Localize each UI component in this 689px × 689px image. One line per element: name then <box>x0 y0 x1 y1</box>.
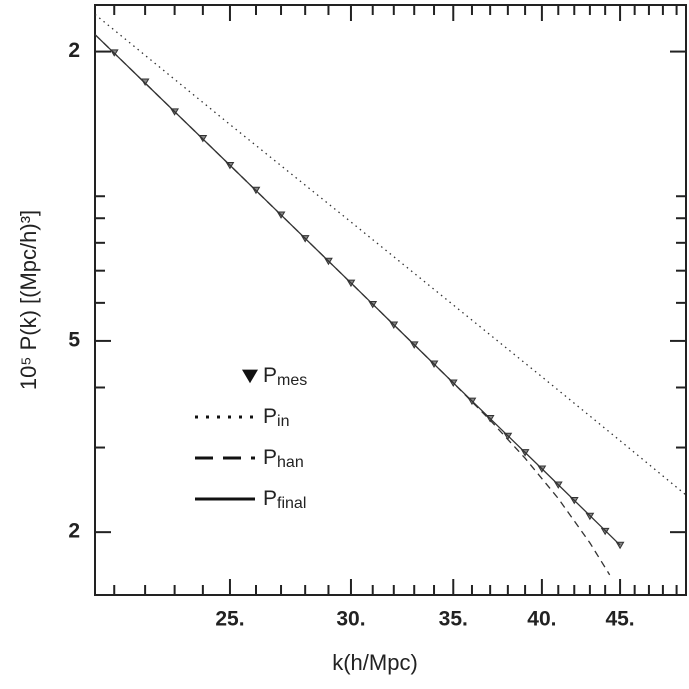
series-line <box>94 34 611 576</box>
legend-sub: mes <box>277 372 307 389</box>
y-tick-label: 2 <box>68 520 80 543</box>
plot-frame <box>94 4 687 596</box>
x-tick-label: 35. <box>439 608 468 631</box>
series-line <box>94 13 687 496</box>
y-tick-label: 2 <box>68 39 80 62</box>
legend-main: P <box>263 405 277 428</box>
legend-label: Pin <box>263 405 289 431</box>
legend-label: Pmes <box>263 364 307 390</box>
legend-main: P <box>263 364 277 387</box>
legend-sub: han <box>277 454 304 471</box>
legend-marker <box>242 369 258 384</box>
x-tick-label: 25. <box>215 608 244 631</box>
x-axis-label: k(h/Mpc) <box>332 650 418 675</box>
legend-main: P <box>263 487 277 510</box>
legend-label: Phan <box>263 446 304 472</box>
series-line <box>94 34 621 546</box>
legend-main: P <box>263 446 277 469</box>
x-tick-label: 30. <box>336 608 365 631</box>
legend-label: Pfinal <box>263 487 306 513</box>
legend-sub: final <box>277 495 306 512</box>
x-tick-label: 45. <box>605 608 634 631</box>
y-tick-label: 5 <box>68 328 80 351</box>
y-axis-label: 10⁵ P(k) [(Mpc/h)³] <box>16 210 41 390</box>
x-tick-label: 40. <box>527 608 556 631</box>
legend-sub: in <box>277 413 289 430</box>
